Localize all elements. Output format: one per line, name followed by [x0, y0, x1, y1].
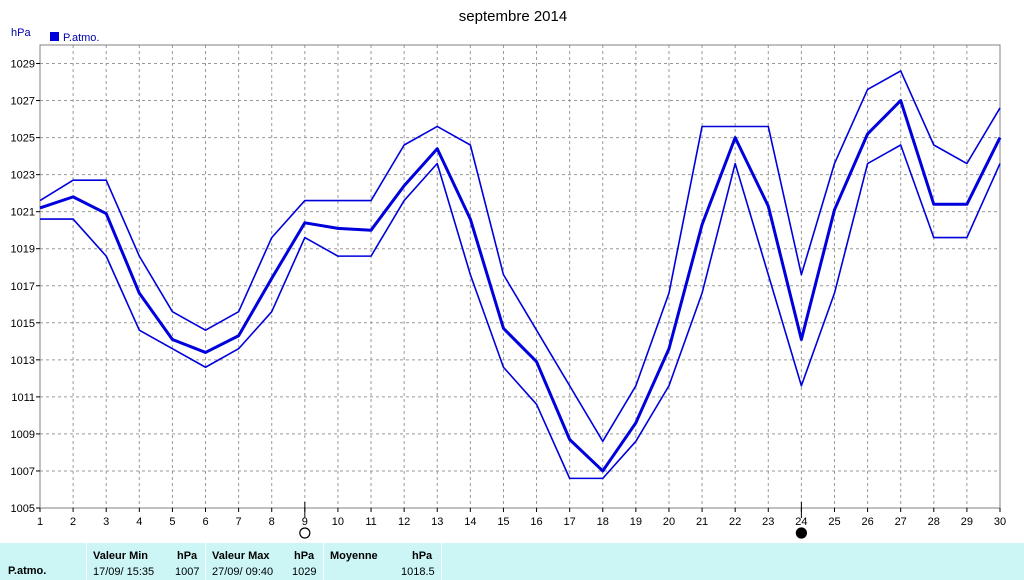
y-tick-label: 1017	[11, 281, 35, 293]
y-tick-label: 1015	[11, 318, 35, 330]
x-tick-label: 28	[928, 516, 940, 528]
min-date: 17/09/ 15:35	[93, 566, 155, 578]
x-tick-label: 17	[564, 516, 576, 528]
avg-header: Moyenne	[330, 550, 378, 562]
x-tick-label: 16	[530, 516, 542, 528]
x-tick-label: 4	[136, 516, 142, 528]
series-line-min	[40, 144, 1001, 480]
x-tick-label: 13	[431, 516, 443, 528]
series-lines	[39, 70, 1002, 480]
x-tick-label: 20	[663, 516, 675, 528]
x-tick-label: 26	[861, 516, 873, 528]
y-tick-label: 1019	[11, 244, 35, 256]
min-value: 1007	[175, 566, 200, 578]
min-unit: hPa	[177, 550, 198, 562]
y-tick-label: 1005	[11, 503, 35, 515]
max-unit: hPa	[294, 550, 315, 562]
x-tick-label: 22	[729, 516, 741, 528]
y-tick-label: 1007	[11, 466, 35, 478]
avg-value: 1018.5	[401, 566, 435, 578]
x-tick-label: 12	[398, 516, 410, 528]
x-tick-label: 25	[828, 516, 840, 528]
grid	[40, 45, 1000, 508]
x-tick-label: 1	[37, 516, 43, 528]
y-tick-label: 1023	[11, 170, 35, 182]
x-tick-label: 19	[630, 516, 642, 528]
new-moon-icon	[795, 527, 807, 539]
legend-label: P.atmo.	[63, 32, 100, 44]
x-tick-label: 8	[269, 516, 275, 528]
y-tick-label: 1029	[11, 59, 35, 71]
y-tick-label: 1021	[11, 207, 35, 219]
separator	[86, 543, 87, 580]
min-header: Valeur Min	[93, 550, 149, 562]
x-tick-label: 15	[497, 516, 509, 528]
y-tick-labels: 1005 1007 1009 1011 1013 1015 1017 1019 1021 1023…	[11, 59, 40, 515]
full-moon-icon	[299, 527, 311, 539]
y-axis-unit-label: hPa	[11, 27, 31, 39]
y-tick-label: 1027	[11, 96, 35, 108]
x-tick-label: 2	[70, 516, 76, 528]
max-value: 1029	[292, 566, 317, 578]
chart-title: septembre 2014	[459, 8, 567, 25]
y-tick-label: 1025	[11, 133, 35, 145]
separator	[323, 543, 324, 580]
moon-markers	[299, 502, 807, 539]
x-tick-label: 24	[795, 516, 807, 528]
x-tick-label: 3	[103, 516, 109, 528]
separator	[441, 543, 442, 580]
series-line-max	[39, 70, 1001, 443]
x-tick-label: 9	[302, 516, 308, 528]
x-tick-label: 21	[696, 516, 708, 528]
pressure-chart: 1005100710091011101310151017101910211023…	[11, 8, 1006, 539]
max-header: Valeur Max	[212, 550, 270, 562]
plot-frame	[39, 44, 1001, 509]
y-tick-label: 1013	[11, 355, 35, 367]
y-tick-label: 1009	[11, 429, 35, 441]
stats-row-label: P.atmo.	[8, 565, 47, 577]
x-tick-label: 29	[961, 516, 973, 528]
legend-swatch	[50, 32, 59, 41]
separator	[205, 543, 206, 580]
x-tick-label: 30	[994, 516, 1006, 528]
max-date: 27/09/ 09:40	[212, 566, 274, 578]
x-tick-label: 18	[597, 516, 609, 528]
y-tick-label: 1011	[11, 392, 35, 404]
x-tick-label: 23	[762, 516, 774, 528]
x-tick-label: 14	[464, 516, 476, 528]
x-tick-label: 6	[202, 516, 208, 528]
x-tick-labels: 1 2 3 4 5 6 7 8 9 10 11 12 13 14 15 16 17 18 19 20 21 22 23 24 2…	[37, 508, 1006, 528]
series-line-mean	[39, 99, 1002, 473]
x-tick-label: 7	[236, 516, 242, 528]
avg-unit: hPa	[412, 550, 433, 562]
x-tick-label: 5	[169, 516, 175, 528]
x-tick-label: 27	[895, 516, 907, 528]
statistics-bar: P.atmo. Valeur Min hPa 17/09/ 15:35 1007…	[0, 543, 1024, 580]
x-tick-label: 11	[365, 516, 376, 528]
x-tick-label: 10	[332, 516, 344, 528]
